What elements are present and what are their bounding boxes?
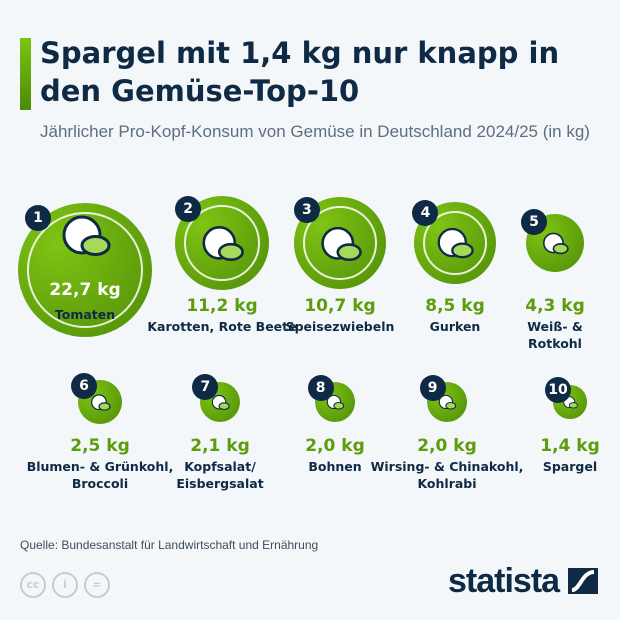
savoy-cabbage-icon — [438, 394, 457, 410]
tomato-icon — [62, 215, 111, 256]
rank-badge: 1 — [25, 205, 51, 231]
value-label: 8,5 kg — [425, 296, 485, 316]
category-label: Spargel — [542, 459, 598, 474]
rank-badge: 10 — [545, 377, 572, 404]
lettuce-icon — [211, 394, 230, 410]
value-label: 2,0 kg — [417, 436, 477, 456]
value-label: 10,7 kg — [304, 296, 376, 316]
carrot-beet-icon — [202, 226, 244, 262]
cabbage-icon — [542, 232, 569, 255]
statista-mark-icon — [567, 568, 598, 594]
category-label: Karotten, Rote Beete — [147, 319, 297, 334]
source-note: Quelle: Bundesanstalt für Landwirtschaft… — [20, 538, 319, 552]
category-label: Speisezwiebeln — [285, 319, 395, 334]
by-icon: i — [52, 572, 78, 598]
bubble-ring — [183, 204, 261, 282]
value-label: 22,7 kg — [49, 280, 121, 300]
statista-logo: statista — [448, 562, 598, 601]
rank-badge: 2 — [175, 196, 202, 223]
category-label: Kopfsalat/ Eisbergsalat — [176, 459, 264, 491]
subtitle: Jährlicher Pro-Kopf-Konsum von Gemüse in… — [40, 122, 590, 141]
beans-icon — [326, 394, 345, 410]
rank-badge: 3 — [293, 196, 320, 223]
rank-badge: 8 — [307, 374, 334, 401]
page-title: Spargel mit 1,4 kg nur knapp in den Gemü… — [40, 36, 560, 108]
category-label: Weiß- & Rotkohl — [527, 319, 583, 351]
rank-badge: 5 — [521, 209, 547, 235]
rank-badge: 7 — [192, 374, 219, 401]
cc-icon: cc — [20, 572, 46, 598]
category-label: Blumen- & Grünkohl, Broccoli — [26, 459, 174, 491]
category-label: Bohnen — [308, 459, 362, 474]
category-label: Wirsing- & Chinakohl, Kohlrabi — [370, 459, 524, 491]
broccoli-icon — [90, 394, 111, 411]
bubble-ring — [303, 206, 377, 280]
value-label: 11,2 kg — [186, 296, 258, 316]
category-label: Tomaten — [54, 307, 116, 322]
rank-badge: 6 — [70, 372, 97, 399]
value-label: 4,3 kg — [525, 296, 585, 316]
brand-name: statista — [448, 562, 560, 600]
bubble-ring — [423, 211, 487, 275]
nd-icon: = — [84, 572, 110, 598]
bubble-ring — [27, 212, 143, 328]
rank-badge: 4 — [412, 200, 439, 227]
onion-icon — [321, 226, 362, 261]
value-label: 2,1 kg — [190, 436, 250, 456]
rank-badge: 9 — [419, 374, 446, 401]
value-label: 2,5 kg — [70, 436, 130, 456]
value-label: 1,4 kg — [540, 436, 600, 456]
title-accent-bar — [20, 38, 31, 110]
cucumber-icon — [438, 228, 475, 259]
value-label: 2,0 kg — [305, 436, 365, 456]
category-label: Gurken — [429, 319, 481, 334]
